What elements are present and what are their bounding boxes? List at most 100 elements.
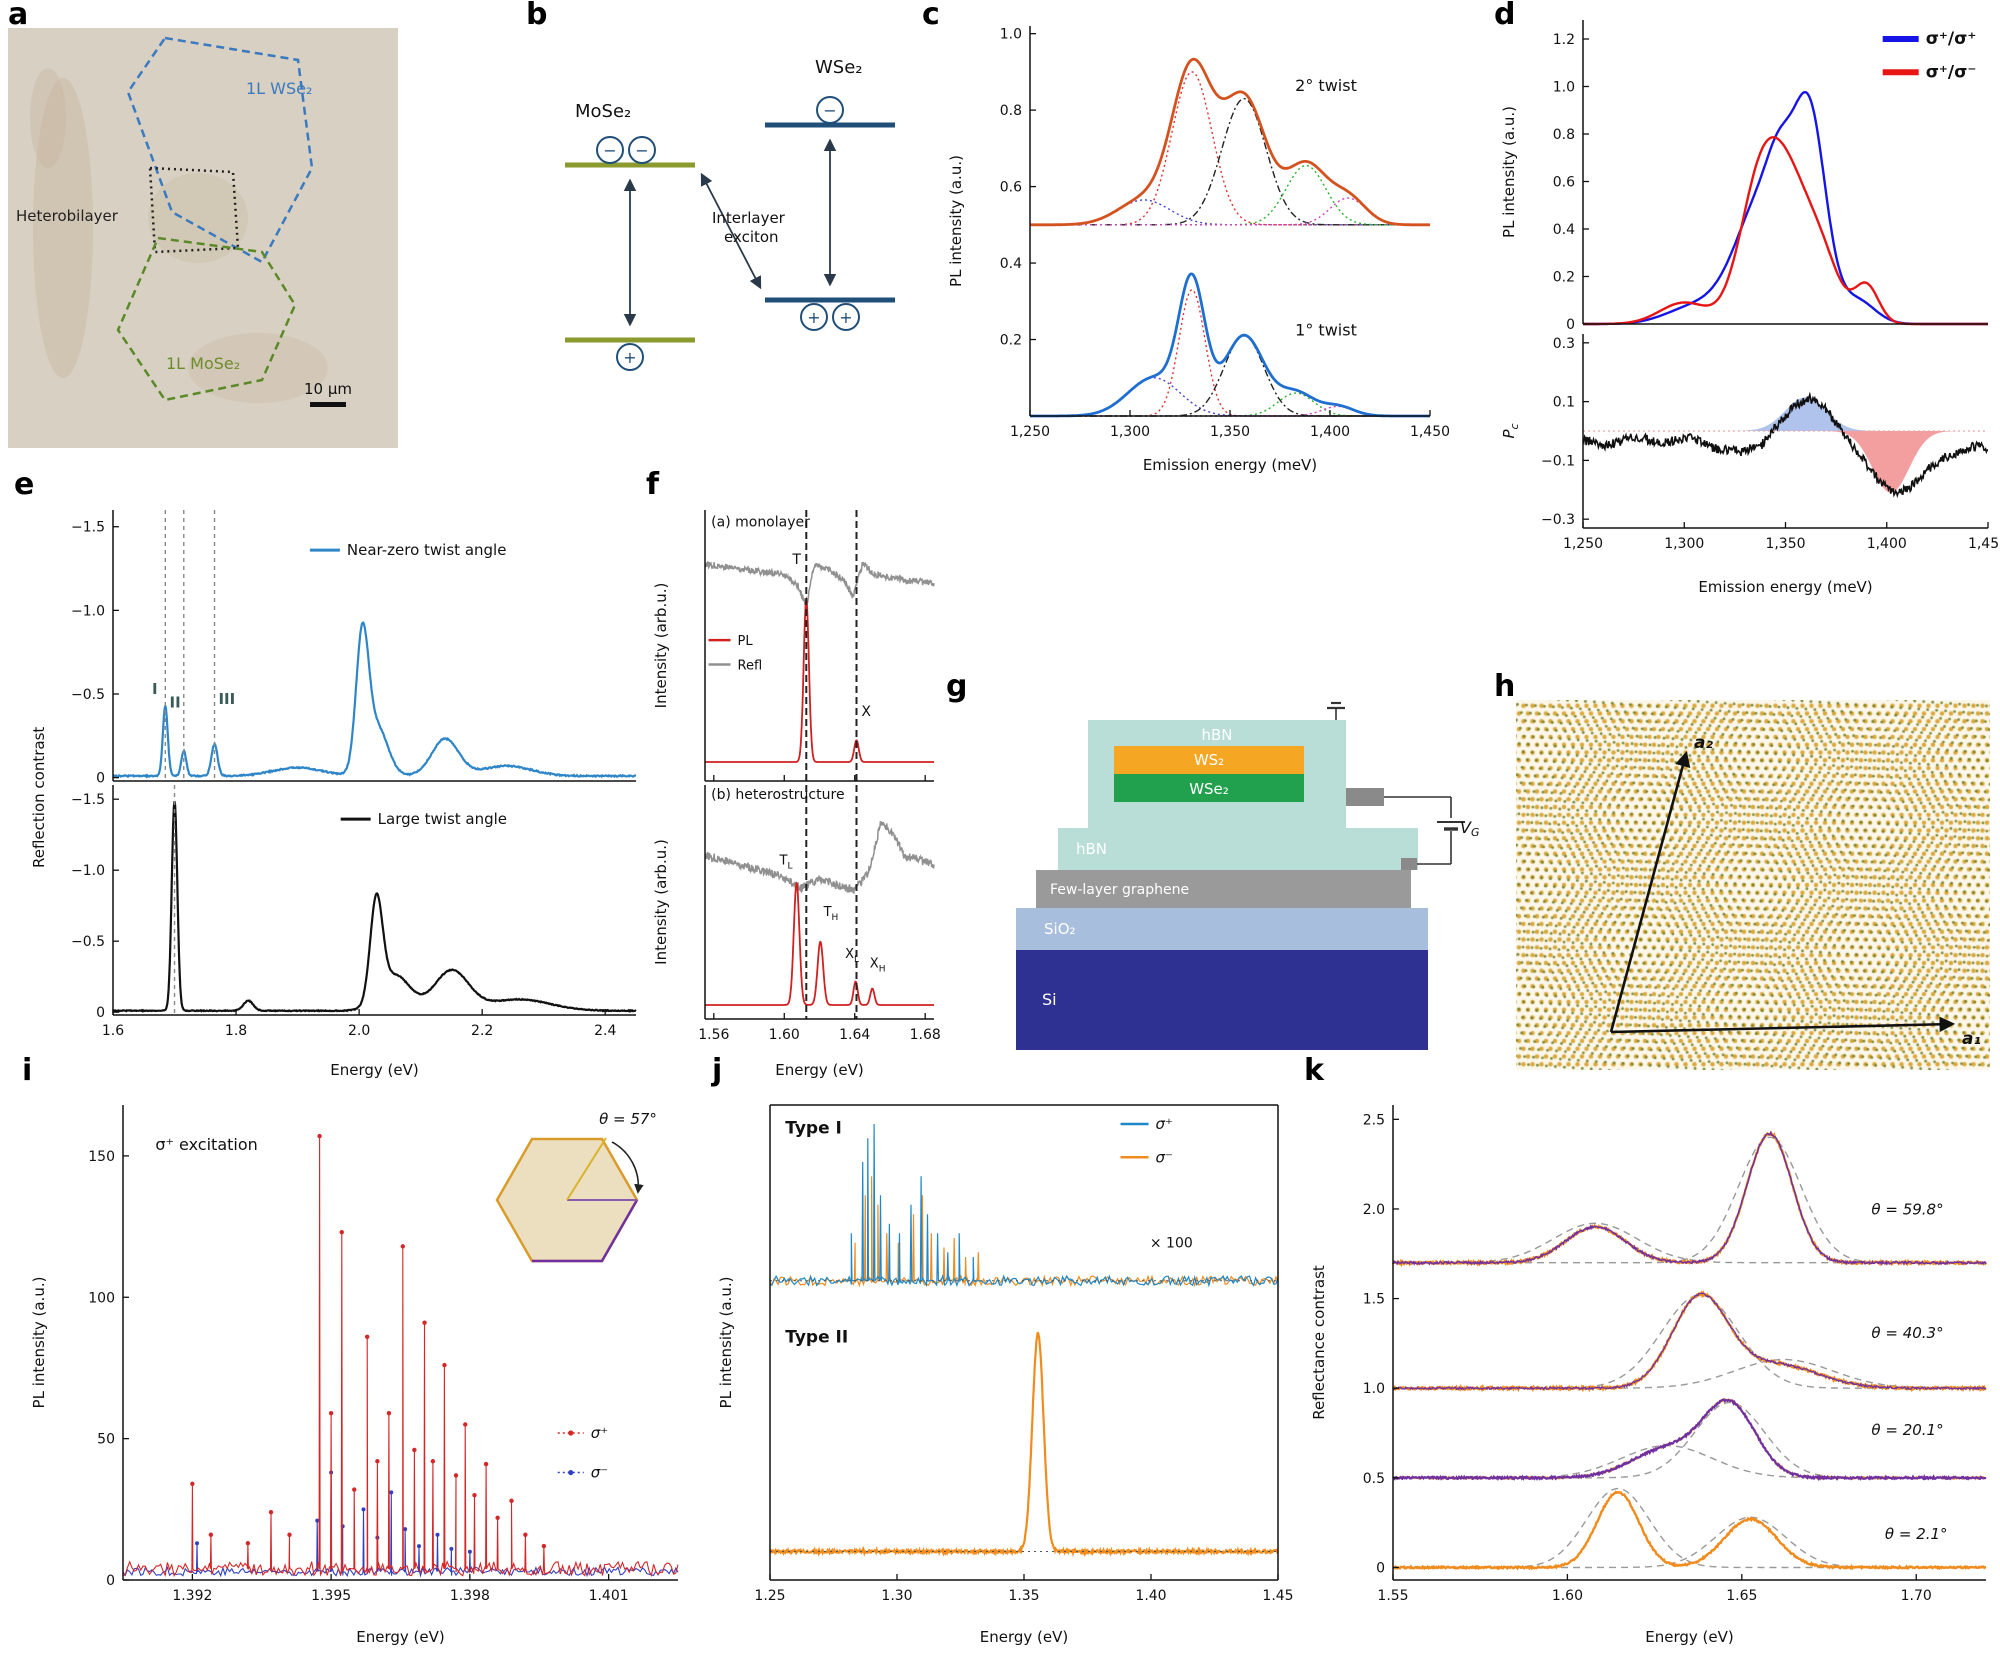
hole-icon bbox=[800, 303, 828, 331]
svg-text:Energy (eV): Energy (eV) bbox=[356, 1628, 444, 1646]
svg-text:0: 0 bbox=[1376, 1560, 1385, 1576]
svg-text:0.6: 0.6 bbox=[1000, 180, 1022, 196]
svg-text:Emission energy (meV): Emission energy (meV) bbox=[1143, 456, 1317, 474]
gate-electrode bbox=[1401, 858, 1417, 870]
svg-text:1,450: 1,450 bbox=[1968, 536, 2000, 552]
minus-sign: − bbox=[603, 141, 616, 160]
svg-text:0.6: 0.6 bbox=[1553, 175, 1575, 191]
panel-label-i: i bbox=[22, 1053, 33, 1088]
panel-label-j: j bbox=[712, 1053, 723, 1088]
svg-text:Intensity (arb.u.): Intensity (arb.u.) bbox=[652, 583, 670, 709]
svg-text:0.5: 0.5 bbox=[1363, 1471, 1385, 1487]
svg-text:PL: PL bbox=[738, 634, 754, 649]
panel-label-a: a bbox=[8, 0, 29, 32]
panel-label-h: h bbox=[1494, 669, 1516, 704]
svg-text:1,300: 1,300 bbox=[1110, 424, 1150, 440]
hole-icon bbox=[832, 303, 860, 331]
svg-text:× 100: × 100 bbox=[1150, 1236, 1193, 1252]
ws2-label: WS₂ bbox=[1194, 751, 1224, 769]
svg-text:2.5: 2.5 bbox=[1363, 1112, 1385, 1128]
svg-text:I: I bbox=[152, 680, 158, 698]
svg-text:1° twist: 1° twist bbox=[1295, 321, 1357, 340]
svg-text:TL: TL bbox=[779, 854, 793, 872]
svg-text:σ⁺ excitation: σ⁺ excitation bbox=[155, 1135, 257, 1154]
svg-text:1,400: 1,400 bbox=[1310, 424, 1350, 440]
circular-polarization-chart: 1,250 1,300 1,350 1,400 1,450 −0.3 −0.1 0.1 0.3 E… bbox=[1500, 334, 2000, 596]
svg-text:0.4: 0.4 bbox=[1553, 222, 1575, 238]
svg-text:−1.5: −1.5 bbox=[71, 792, 105, 808]
type1-type2-pl-chart: 1.25 1.30 1.35 1.40 1.45 Energy (eV) PL intens… bbox=[717, 1104, 1294, 1646]
lattice-vector-a1-arrow bbox=[1610, 1016, 1956, 1034]
wse2-monolayer-outline bbox=[126, 36, 314, 264]
svg-text:θ = 59.8°: θ = 59.8° bbox=[1871, 1200, 1943, 1218]
twist-angle-label: θ = 57° bbox=[599, 1110, 657, 1128]
svg-text:1.25: 1.25 bbox=[754, 1588, 785, 1604]
svg-text:150: 150 bbox=[88, 1149, 115, 1165]
svg-text:Type II: Type II bbox=[785, 1328, 848, 1348]
svg-text:σ⁺: σ⁺ bbox=[1156, 1115, 1173, 1133]
si-substrate-layer bbox=[1016, 950, 1428, 1050]
graphene-layer bbox=[1036, 870, 1411, 908]
gate-voltage-subscript: G bbox=[1471, 826, 1480, 839]
flake-smudge bbox=[188, 333, 328, 403]
svg-text:0: 0 bbox=[96, 771, 105, 787]
plus-sign: + bbox=[807, 308, 820, 327]
plus-sign: + bbox=[839, 308, 852, 327]
svg-text:1,250: 1,250 bbox=[1563, 536, 1603, 552]
micrograph-image: 1L WSe₂ Heterobilayer 1L MoSe₂ 10 μm bbox=[8, 28, 398, 448]
svg-text:Pc: Pc bbox=[1500, 423, 1521, 438]
svg-text:PL intensity (a.u.): PL intensity (a.u.) bbox=[1500, 106, 1518, 238]
scalebar bbox=[310, 402, 346, 407]
svg-text:PL intensity (a.u.): PL intensity (a.u.) bbox=[947, 155, 965, 287]
svg-text:1.0: 1.0 bbox=[1553, 80, 1575, 96]
svg-text:0: 0 bbox=[1566, 317, 1575, 333]
svg-text:−1.0: −1.0 bbox=[71, 603, 105, 619]
hole-icon bbox=[616, 343, 644, 371]
svg-text:σ⁺/σ⁺: σ⁺/σ⁺ bbox=[1926, 29, 1977, 49]
svg-text:1.70: 1.70 bbox=[1901, 1588, 1932, 1604]
svg-text:θ = 2.1°: θ = 2.1° bbox=[1885, 1525, 1948, 1543]
sharp-emitter-spectrum-chart: 1.392 1.395 1.398 1.401 0 50 100 150 Energy (eV)… bbox=[30, 1105, 679, 1646]
svg-text:2.4: 2.4 bbox=[594, 1023, 616, 1039]
mose2-monolayer-label: 1L MoSe₂ bbox=[166, 354, 240, 373]
svg-text:0: 0 bbox=[96, 1005, 105, 1021]
svg-text:1.60: 1.60 bbox=[769, 1027, 800, 1043]
svg-text:2.0: 2.0 bbox=[348, 1023, 370, 1039]
hbn-top-label: hBN bbox=[1201, 726, 1232, 744]
device-schematic: hBN WS₂ WSe₂ hBN Few-layer graphene SiO₂… bbox=[1016, 701, 1480, 1050]
svg-text:Refl: Refl bbox=[738, 658, 763, 673]
svg-text:θ = 20.1°: θ = 20.1° bbox=[1871, 1421, 1943, 1439]
svg-text:1.64: 1.64 bbox=[839, 1027, 870, 1043]
svg-text:1.30: 1.30 bbox=[881, 1588, 912, 1604]
svg-text:σ⁺/σ⁻: σ⁺/σ⁻ bbox=[1926, 62, 1977, 82]
mose2-band-label: MoSe₂ bbox=[575, 101, 631, 122]
svg-text:III: III bbox=[218, 690, 235, 708]
interlayer-exciton-label: Interlayer bbox=[712, 209, 786, 227]
scalebar-label: 10 μm bbox=[304, 380, 352, 398]
panel-label-b: b bbox=[526, 0, 548, 32]
heterostructure-spectra-chart: 1.56 1.60 1.64 1.68 Energy (eV) Intensity (ar… bbox=[652, 785, 941, 1079]
svg-text:0.3: 0.3 bbox=[1553, 336, 1575, 352]
svg-text:−0.3: −0.3 bbox=[1541, 512, 1575, 528]
hexagon-rotated-edge bbox=[532, 1199, 639, 1263]
svg-text:−0.1: −0.1 bbox=[1541, 453, 1575, 469]
svg-text:1.68: 1.68 bbox=[910, 1027, 941, 1043]
wse2-layer bbox=[1114, 774, 1304, 802]
a1-vector-label: a₁ bbox=[1962, 1029, 1981, 1049]
svg-text:II: II bbox=[170, 693, 181, 711]
panel-label-d: d bbox=[1494, 0, 1516, 32]
ws2-layer bbox=[1114, 746, 1304, 774]
panel-label-g: g bbox=[946, 669, 968, 704]
svg-text:θ = 40.3°: θ = 40.3° bbox=[1871, 1324, 1943, 1342]
svg-text:Energy (eV): Energy (eV) bbox=[1645, 1628, 1733, 1646]
svg-text:0.4: 0.4 bbox=[1000, 256, 1022, 272]
svg-text:Energy (eV): Energy (eV) bbox=[330, 1061, 418, 1079]
svg-text:Large twist angle: Large twist angle bbox=[378, 810, 507, 828]
svg-text:−0.5: −0.5 bbox=[71, 687, 105, 703]
svg-text:1.8: 1.8 bbox=[225, 1023, 247, 1039]
mose2-monolayer-outline bbox=[116, 236, 297, 402]
svg-text:0.2: 0.2 bbox=[1553, 270, 1575, 286]
svg-text:σ⁻: σ⁻ bbox=[1156, 1148, 1173, 1166]
svg-text:2.0: 2.0 bbox=[1363, 1202, 1385, 1218]
